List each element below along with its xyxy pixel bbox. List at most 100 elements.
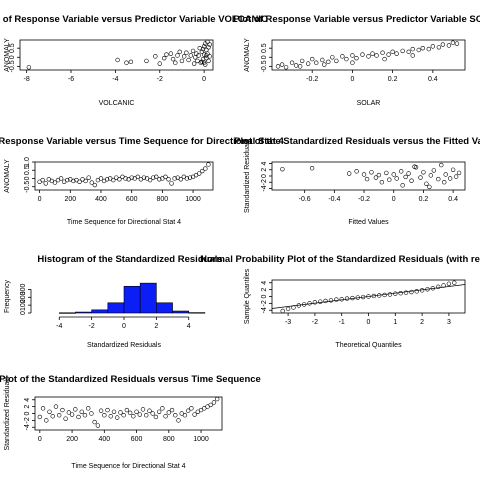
y-tick-label: -4 <box>261 185 268 191</box>
data-point <box>184 176 190 181</box>
data-point <box>334 297 339 302</box>
x-axis-label: Theoretical Quantiles <box>335 342 402 349</box>
x-tick-label: 200 <box>64 196 76 203</box>
x-tick-label: 0.2 <box>419 196 429 203</box>
data-point <box>320 57 325 63</box>
data-point <box>53 404 59 409</box>
data-point <box>424 181 429 186</box>
x-axis-label: Time Sequence for Directional Stat 4 <box>71 463 185 470</box>
data-point <box>293 63 299 68</box>
data-point <box>191 61 197 66</box>
data-point <box>314 60 319 65</box>
data-point <box>382 292 387 298</box>
data-point <box>199 59 205 65</box>
histogram-bar <box>156 302 173 314</box>
histogram-bar <box>188 312 206 314</box>
data-point <box>26 65 32 70</box>
data-point <box>361 172 367 177</box>
x-tick-label: -4 <box>56 323 62 330</box>
data-point <box>200 46 206 52</box>
data-point <box>366 54 371 59</box>
data-point <box>163 414 168 419</box>
data-point <box>323 298 328 304</box>
data-point <box>144 413 149 418</box>
panel-title: Plot of Response Variable versus Time Se… <box>0 136 285 147</box>
data-point <box>289 60 295 65</box>
data-point <box>377 293 382 298</box>
data-point <box>172 176 177 181</box>
data-point <box>344 56 349 62</box>
data-point <box>426 46 432 52</box>
x-tick-label: -0.6 <box>299 196 311 203</box>
data-point <box>454 41 460 46</box>
panel-6: Normal Probability Plot of the Standardi… <box>200 254 480 349</box>
data-point <box>436 45 442 50</box>
x-tick-label: 800 <box>157 196 169 203</box>
data-point <box>369 170 374 175</box>
x-tick-label: -0.2 <box>306 76 318 83</box>
data-point <box>135 174 141 180</box>
data-point <box>140 407 146 412</box>
data-point <box>98 408 104 413</box>
data-point <box>398 291 403 296</box>
y-axis-label: ANOMALY <box>4 38 11 72</box>
panel-3: Plot of Response Variable versus Time Se… <box>0 136 285 226</box>
data-point <box>296 303 302 308</box>
data-point <box>124 407 130 413</box>
data-point <box>44 418 49 423</box>
data-point <box>360 52 365 57</box>
data-point <box>384 170 389 176</box>
data-point <box>73 407 78 412</box>
data-point <box>409 178 414 183</box>
histogram-bar <box>91 309 109 314</box>
data-point <box>391 172 396 177</box>
panel-title: Plot of Response Variable versus Predict… <box>0 14 268 25</box>
x-axis-label: Fitted Values <box>348 219 389 226</box>
data-point <box>373 175 379 180</box>
data-point <box>355 295 360 300</box>
data-point <box>339 297 344 302</box>
data-point <box>196 53 201 58</box>
data-point <box>131 414 136 419</box>
y-axis-label: ANOMALY <box>244 38 251 72</box>
x-tick-label: -0.2 <box>358 196 370 203</box>
panel-title: Histogram of the Standardized Residuals <box>37 254 222 265</box>
data-point <box>440 42 446 47</box>
data-point <box>89 180 94 185</box>
data-point <box>406 49 411 55</box>
histogram-bar <box>75 311 92 314</box>
data-point <box>312 300 318 305</box>
data-point <box>435 284 441 290</box>
data-point <box>147 177 153 183</box>
y-tick-label: 0.5 <box>9 43 16 53</box>
data-point <box>387 292 393 297</box>
data-point <box>450 40 456 45</box>
data-point <box>163 174 168 180</box>
data-point <box>108 414 113 419</box>
data-point <box>450 167 456 172</box>
data-point <box>400 48 405 54</box>
x-tick-label: -2 <box>89 323 95 330</box>
data-point <box>305 61 311 66</box>
y-tick-label: 200 <box>20 291 27 303</box>
data-point <box>60 407 65 413</box>
y-tick-label: 0.5 <box>24 165 31 175</box>
data-point <box>182 413 188 418</box>
x-axis-label: Standardized Residuals <box>87 342 161 349</box>
data-point <box>164 52 169 57</box>
data-point <box>79 409 84 414</box>
plot-frame <box>34 161 214 191</box>
data-point <box>206 162 211 167</box>
data-point <box>85 406 91 411</box>
data-point <box>431 168 437 173</box>
data-point <box>425 287 430 292</box>
data-point <box>77 179 82 184</box>
data-point <box>185 408 191 413</box>
data-point <box>301 302 307 307</box>
data-point <box>195 58 200 64</box>
data-point <box>456 170 462 176</box>
x-tick-label: 1000 <box>193 436 209 443</box>
data-point <box>309 166 315 171</box>
x-tick-label: 0.4 <box>448 196 458 203</box>
x-tick-label: 0 <box>202 76 206 83</box>
